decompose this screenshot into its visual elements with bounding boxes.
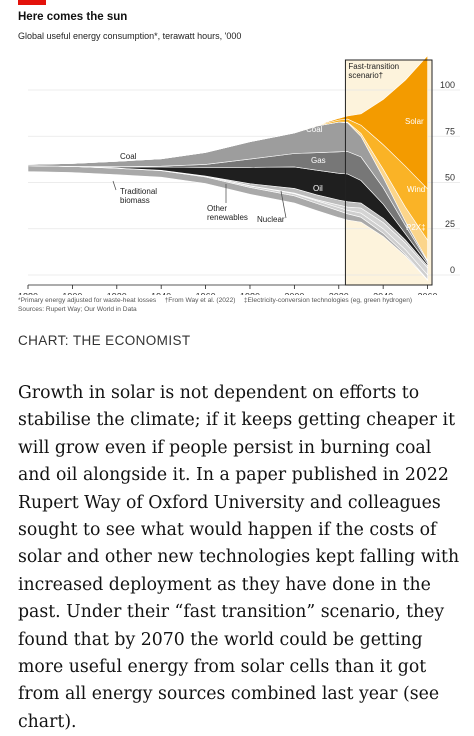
y-tick-label-25: 25	[445, 219, 455, 229]
scenario-label: Fast-transition scenario†	[348, 62, 399, 80]
label-coal: Coal	[306, 125, 323, 134]
article-paragraph: Growth in solar is not dependent on effo…	[18, 383, 460, 732]
footnote: *Primary energy adjusted for waste-heat …	[18, 297, 413, 304]
area-solar	[27, 54, 428, 190]
label-nuclear: Nuclear	[257, 215, 285, 224]
y-tick-label-75: 75	[445, 126, 455, 136]
scenario-label-text: Fast-transition scenario†	[348, 62, 399, 80]
leader-line-nuclear	[280, 190, 287, 219]
y-tick-label-100: 100	[440, 80, 455, 90]
x-tick-label-1900: 1900	[62, 291, 82, 295]
label-solar: Solar	[405, 117, 424, 126]
x-tick-label-2040: 2040	[373, 291, 393, 295]
x-tick-label-1980: 1980	[240, 291, 260, 295]
y-tick-label-0: 0	[450, 265, 455, 275]
brand-accent-bar	[18, 0, 46, 5]
y-tick-label-50: 50	[445, 173, 455, 183]
label-oil: Oil	[313, 184, 323, 193]
label-other_ren: Other renewables	[207, 204, 248, 222]
x-tick-label-1880: 1880	[18, 291, 38, 295]
sources: Sources: Rupert Way; Our World in Data	[18, 306, 137, 313]
x-tick-label-2060: 2060	[418, 291, 438, 295]
chart-title: Here comes the sun	[18, 11, 128, 23]
x-tick-label-2020: 2020	[329, 291, 349, 295]
x-axis-ticks: 1880 1900 1920 1940 1960 1980 2000 2020 2040 2060	[18, 285, 438, 295]
leader-line-traditional	[112, 180, 117, 191]
energy-streamgraph: Fast-transition scenario† Coal Traditional…	[18, 54, 460, 295]
x-tick-label-1960: 1960	[196, 291, 216, 295]
chart-subtitle: Global useful energy consumption*, teraw…	[18, 31, 242, 41]
x-tick-label-2000: 2000	[284, 291, 304, 295]
y-axis-ticks: 0 25 50 75 100	[440, 80, 455, 275]
area-layers	[27, 54, 428, 282]
label-gas: Gas	[311, 156, 326, 165]
x-tick-label-1940: 1940	[151, 291, 171, 295]
annotations: Coal Traditional biomass Other renewables Nuc…	[112, 117, 426, 232]
chart-credit: CHART: THE ECONOMIST	[18, 333, 191, 348]
label-coal_hist: Coal	[120, 152, 137, 161]
label-traditional: Traditional biomass	[120, 187, 157, 205]
chart-notes: *Primary energy adjusted for waste-heat …	[18, 296, 412, 314]
label-wind: Wind	[407, 185, 425, 194]
x-tick-label-1920: 1920	[107, 291, 127, 295]
label-p2x: P2X‡	[406, 223, 426, 232]
